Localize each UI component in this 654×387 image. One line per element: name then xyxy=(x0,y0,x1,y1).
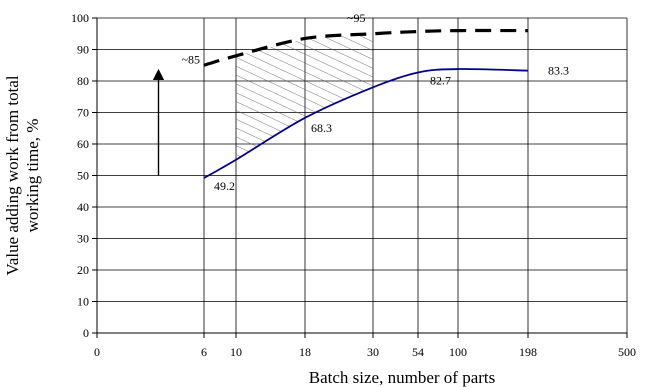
y-tick-label: 80 xyxy=(77,74,89,88)
y-tick-label: 40 xyxy=(77,200,89,214)
data-label: ~85 xyxy=(182,52,201,66)
x-axis-title: Batch size, number of parts xyxy=(309,368,495,387)
data-label: ~95 xyxy=(347,11,366,25)
series-line-solid xyxy=(203,68,529,179)
y-axis-title-line-1: Value adding work from total xyxy=(3,75,22,275)
data-label: 68.3 xyxy=(311,121,332,135)
x-tick-label: 30 xyxy=(367,345,379,359)
tick-labels: 0 10 20 30 40 50 60 70 80 90 100 0 6 10 18 30 54 100 198 50… xyxy=(71,11,636,359)
x-tick-label: 198 xyxy=(519,345,537,359)
y-tick-label: 30 xyxy=(77,232,89,246)
series-line-dashed xyxy=(203,28,529,67)
x-tick-label: 100 xyxy=(449,345,467,359)
y-axis-title-line-2: working time, % xyxy=(23,119,42,233)
x-tick-label: 54 xyxy=(412,345,424,359)
x-tick-label: 6 xyxy=(201,345,207,359)
x-tick-label: 10 xyxy=(230,345,242,359)
y-tick-label: 60 xyxy=(77,137,89,151)
data-label: 82.7 xyxy=(430,73,451,87)
x-tick-label: 0 xyxy=(94,345,100,359)
y-tick-label: 0 xyxy=(83,326,89,340)
data-label: 83.3 xyxy=(548,64,569,78)
axes xyxy=(92,17,628,338)
x-tick-label: 500 xyxy=(618,345,636,359)
series-layer xyxy=(152,28,529,179)
y-tick-label: 100 xyxy=(71,11,89,25)
x-tick-label: 18 xyxy=(299,345,311,359)
y-tick-label: 70 xyxy=(77,106,89,120)
data-label: 49.2 xyxy=(214,179,235,193)
data-labels: 49.2 68.3 82.7 83.3 ~85 ~95 xyxy=(182,11,570,193)
y-tick-label: 50 xyxy=(77,169,89,183)
y-tick-label: 20 xyxy=(77,263,89,277)
y-tick-label: 10 xyxy=(77,295,89,309)
hatched-region xyxy=(236,33,373,160)
y-tick-label: 90 xyxy=(77,43,89,57)
